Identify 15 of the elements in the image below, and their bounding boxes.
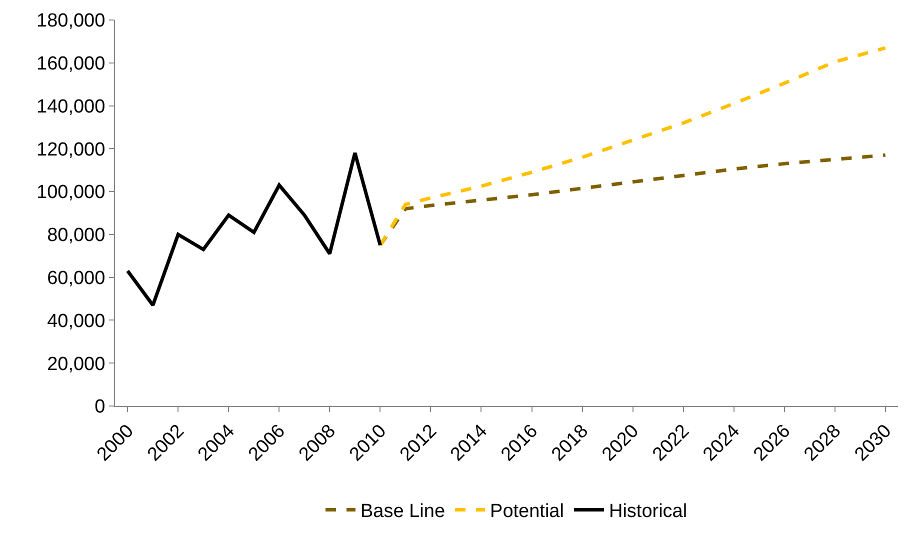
y-tick-label: 180,000 (36, 10, 106, 32)
legend-label: Historical (608, 501, 688, 522)
line-series (126, 151, 382, 307)
line-series (378, 46, 888, 247)
y-tick-label: 0 (94, 396, 106, 418)
legend-label: Potential (490, 501, 564, 522)
legend-label: Base Line (360, 501, 446, 522)
y-tick-label: 100,000 (36, 182, 106, 204)
y-tick-label: 160,000 (36, 54, 106, 75)
y-tick-label: 20,000 (47, 354, 106, 375)
y-tick-label: 140,000 (36, 96, 106, 118)
y-tick-label: 120,000 (36, 139, 106, 160)
y-tick-label: 80,000 (47, 225, 106, 246)
y-tick-label: 40,000 (47, 310, 106, 332)
y-tick-label: 60,000 (47, 268, 106, 289)
